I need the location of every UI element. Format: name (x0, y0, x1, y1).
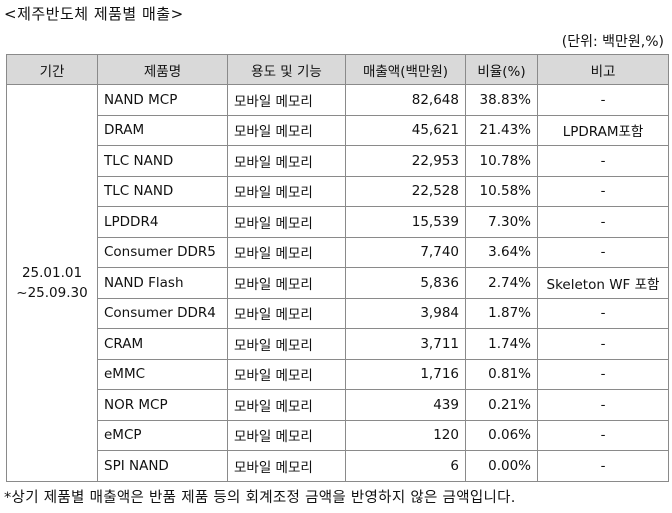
table-title: <제주반도체 제품별 매출> (4, 5, 184, 23)
note-cell: - (537, 450, 669, 482)
table-row: SPI NAND 모바일 메모리 6 0.00% - (7, 450, 669, 482)
amount-cell: 3,711 (345, 328, 466, 360)
note-cell: - (537, 389, 669, 421)
use-cell: 모바일 메모리 (227, 114, 346, 146)
product-name-cell: TLC NAND (97, 175, 228, 207)
note-cell: - (537, 358, 669, 390)
ratio-cell: 0.00% (465, 450, 538, 482)
column-header-amount: 매출액(백만원) (345, 54, 466, 85)
ratio-cell: 0.06% (465, 419, 538, 451)
product-name-cell: TLC NAND (97, 145, 228, 177)
table-row: 25.01.01 ~25.09.30 NAND MCP 모바일 메모리 82,648 38… (6, 84, 669, 482)
table-row: LPDDR4 모바일 메모리 15,539 7.30% - (7, 206, 669, 238)
ratio-cell: 2.74% (465, 267, 538, 299)
ratio-cell: 1.74% (465, 328, 538, 360)
note-cell: - (537, 419, 669, 451)
note-cell: - (537, 145, 669, 177)
amount-cell: 22,528 (345, 175, 466, 207)
table-body: 25.01.01 ~25.09.30 NAND MCP 모바일 메모리 82,648 38… (6, 84, 669, 482)
sales-table: 기간 제품명 용도 및 기능 매출액(백만원) 비율(%) 비고 25.01.0… (6, 54, 669, 482)
ratio-cell: 21.43% (465, 114, 538, 146)
amount-cell: 120 (345, 419, 466, 451)
amount-cell: 7,740 (345, 236, 466, 268)
use-cell: 모바일 메모리 (227, 419, 346, 451)
note-cell: - (537, 328, 669, 360)
product-name-cell: NAND MCP (97, 84, 228, 116)
amount-cell: 439 (345, 389, 466, 421)
column-header-use: 용도 및 기능 (227, 54, 346, 85)
product-name-cell: eMCP (97, 419, 228, 451)
use-cell: 모바일 메모리 (227, 175, 346, 207)
ratio-cell: 1.87% (465, 297, 538, 329)
period-cell: 25.01.01 ~25.09.30 (6, 84, 98, 482)
table-row: TLC NAND 모바일 메모리 22,528 10.58% - (7, 175, 669, 207)
use-cell: 모바일 메모리 (227, 328, 346, 360)
table-row: TLC NAND 모바일 메모리 22,953 10.78% - (7, 145, 669, 177)
period-line: ~25.09.30 (16, 284, 88, 301)
product-name-cell: Consumer DDR5 (97, 236, 228, 268)
product-name-cell: CRAM (97, 328, 228, 360)
ratio-cell: 0.21% (465, 389, 538, 421)
table-row: NAND Flash 모바일 메모리 5,836 2.74% Skeleton WF 포… (7, 267, 669, 299)
amount-cell: 15,539 (345, 206, 466, 238)
table-row: Consumer DDR5 모바일 메모리 7,740 3.64% - (7, 236, 669, 268)
ratio-cell: 10.58% (465, 175, 538, 207)
ratio-cell: 0.81% (465, 358, 538, 390)
product-name-cell: SPI NAND (97, 450, 228, 482)
column-header-period: 기간 (6, 54, 98, 85)
use-cell: 모바일 메모리 (227, 389, 346, 421)
ratio-cell: 10.78% (465, 145, 538, 177)
table-row: DRAM 모바일 메모리 45,621 21.43% LPDRAM포함 (7, 114, 669, 146)
amount-cell: 45,621 (345, 114, 466, 146)
product-name-cell: NAND Flash (97, 267, 228, 299)
column-header-product: 제품명 (97, 54, 228, 85)
ratio-cell: 3.64% (465, 236, 538, 268)
amount-cell: 6 (345, 450, 466, 482)
unit-label: (단위: 백만원,%) (561, 34, 664, 50)
use-cell: 모바일 메모리 (227, 236, 346, 268)
use-cell: 모바일 메모리 (227, 297, 346, 329)
use-cell: 모바일 메모리 (227, 206, 346, 238)
use-cell: 모바일 메모리 (227, 145, 346, 177)
product-name-cell: DRAM (97, 114, 228, 146)
footnote: *상기 제품별 매출액은 반품 제품 등의 회계조정 금액을 반영하지 않은 금… (4, 490, 516, 506)
product-name-cell: eMMC (97, 358, 228, 390)
amount-cell: 3,984 (345, 297, 466, 329)
amount-cell: 1,716 (345, 358, 466, 390)
amount-cell: 5,836 (345, 267, 466, 299)
use-cell: 모바일 메모리 (227, 84, 346, 116)
use-cell: 모바일 메모리 (227, 267, 346, 299)
product-name-cell: LPDDR4 (97, 206, 228, 238)
note-cell: - (537, 297, 669, 329)
column-header-ratio: 비율(%) (465, 54, 538, 85)
period-line: 25.01.01 (21, 264, 83, 281)
table-row: eMCP 모바일 메모리 120 0.06% - (7, 419, 669, 451)
amount-cell: 22,953 (345, 145, 466, 177)
product-name-cell: NOR MCP (97, 389, 228, 421)
table-row: eMMC 모바일 메모리 1,716 0.81% - (7, 358, 669, 390)
note-cell: - (537, 84, 669, 116)
use-cell: 모바일 메모리 (227, 358, 346, 390)
product-name-cell: Consumer DDR4 (97, 297, 228, 329)
ratio-cell: 38.83% (465, 84, 538, 116)
note-cell: - (537, 175, 669, 207)
table-row: Consumer DDR4 모바일 메모리 3,984 1.87% - (7, 297, 669, 329)
table-row: CRAM 모바일 메모리 3,711 1.74% - (7, 328, 669, 360)
note-cell: Skeleton WF 포함 (537, 267, 669, 299)
note-cell: - (537, 206, 669, 238)
ratio-cell: 7.30% (465, 206, 538, 238)
note-cell: LPDRAM포함 (537, 114, 669, 146)
header-row: 기간 제품명 용도 및 기능 매출액(백만원) 비율(%) 비고 (6, 54, 669, 85)
use-cell: 모바일 메모리 (227, 450, 346, 482)
note-cell: - (537, 236, 669, 268)
column-header-note: 비고 (537, 54, 669, 85)
amount-cell: 82,648 (345, 84, 466, 116)
table-row: NOR MCP 모바일 메모리 439 0.21% - (7, 389, 669, 421)
